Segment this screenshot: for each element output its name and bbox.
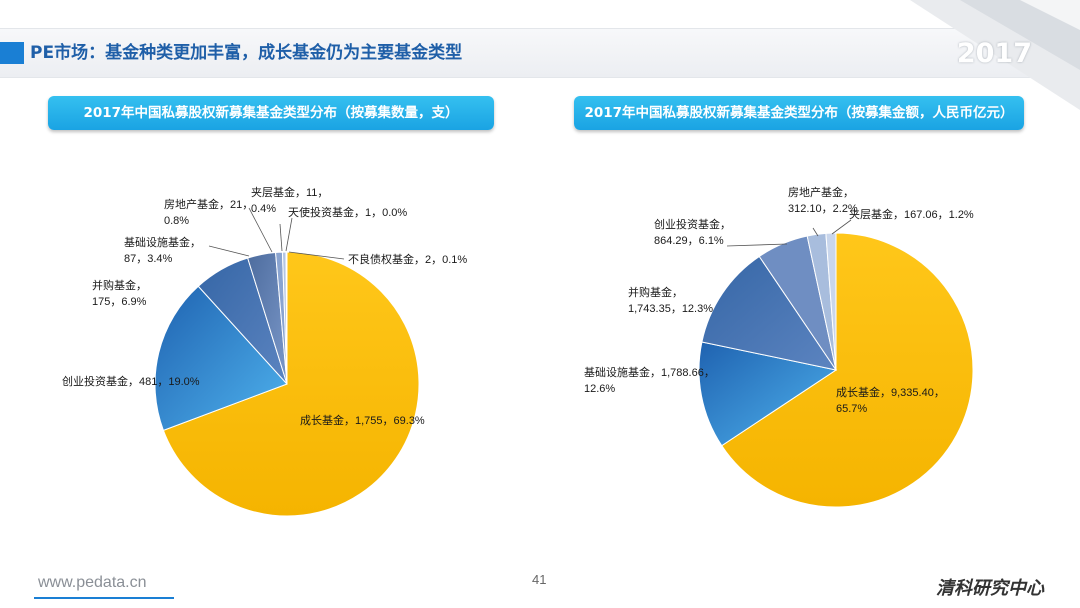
- slice-label: 基础设施基金，1,788.66，: [584, 365, 715, 379]
- left-chart-title: 2017年中国私募股权新募集基金类型分布（按募集数量，支）: [48, 96, 494, 130]
- slice-label: 基础设施基金，: [124, 235, 201, 249]
- leader-line: [812, 227, 819, 237]
- slice-label-line2: 12.6%: [584, 383, 615, 395]
- leader-line: [285, 217, 293, 252]
- slice-label: 天使投资基金，1，0.0%: [288, 205, 407, 219]
- leader-line: [288, 251, 345, 260]
- leader-line: [831, 219, 852, 235]
- pie-slice-成长基金: [721, 232, 974, 508]
- slice-label-line2: 312.10，2.2%: [788, 203, 858, 215]
- brand-logo-text: 清科研究中心: [936, 578, 1044, 599]
- year-badge: 2017: [956, 38, 1032, 69]
- pie-slice-成长基金: [162, 251, 420, 517]
- slice-label-line2: 175，6.9%: [92, 296, 147, 308]
- pie-slice-不良债权基金: [285, 251, 288, 385]
- slice-label: 并购基金，: [628, 285, 683, 299]
- page-title: PE市场：基金种类更加丰富，成长基金仍为主要基金类型: [30, 43, 463, 63]
- slice-label: 房地产基金，21，: [164, 197, 253, 211]
- pie-slice-基础设施基金: [698, 341, 838, 447]
- pie-slice-创业投资基金: [154, 285, 288, 432]
- leader-line: [279, 223, 283, 252]
- header-band: [0, 28, 1080, 78]
- page-number: 41: [532, 572, 547, 587]
- slice-label: 成长基金，1,755，69.3%: [300, 413, 425, 427]
- labels-right: 成长基金，9,335.40， 65.7% 基础设施基金，1,788.66， 12.6%…: [584, 185, 974, 415]
- slice-label: 不良债权基金，2，0.1%: [348, 252, 467, 266]
- slice-label-line2: 87，3.4%: [124, 253, 173, 265]
- slice-label: 创业投资基金，: [654, 217, 731, 231]
- slice-label: 并购基金，: [92, 278, 147, 292]
- slice-label-line2: 0.4%: [251, 203, 276, 215]
- pie-slice-并购基金: [701, 255, 838, 371]
- header-accent-bar: [0, 42, 24, 64]
- slice-label: 夹层基金，167.06，1.2%: [849, 207, 974, 221]
- slice-label-line2: 65.7%: [836, 403, 867, 415]
- pie-slice-夹层基金: [825, 232, 837, 371]
- slice-label-line2: 1,743.35，12.3%: [628, 303, 713, 315]
- labels-left: 成长基金，1,755，69.3% 创业投资基金，481，19.0% 并购基金， 175…: [62, 185, 467, 427]
- footer-underline: [34, 597, 174, 599]
- pie-left: [154, 251, 420, 517]
- leader-line: [248, 207, 273, 253]
- slice-label-line2: 864.29，6.1%: [654, 235, 724, 247]
- footer-url: www.pedata.cn: [38, 574, 147, 591]
- slice-label: 成长基金，9,335.40，: [836, 385, 945, 399]
- pie-right: [698, 232, 974, 508]
- slice-label: 创业投资基金，481，19.0%: [62, 374, 200, 388]
- slice-label: 夹层基金，11，: [251, 185, 328, 199]
- leader-line: [726, 243, 788, 247]
- corner-decoration: [910, 0, 1080, 110]
- right-chart-title: 2017年中国私募股权新募集基金类型分布（按募集金额，人民币亿元）: [574, 96, 1024, 130]
- slice-label: 房地产基金，: [788, 185, 854, 199]
- slice-label-line2: 0.8%: [164, 215, 189, 227]
- leader-line: [208, 245, 250, 257]
